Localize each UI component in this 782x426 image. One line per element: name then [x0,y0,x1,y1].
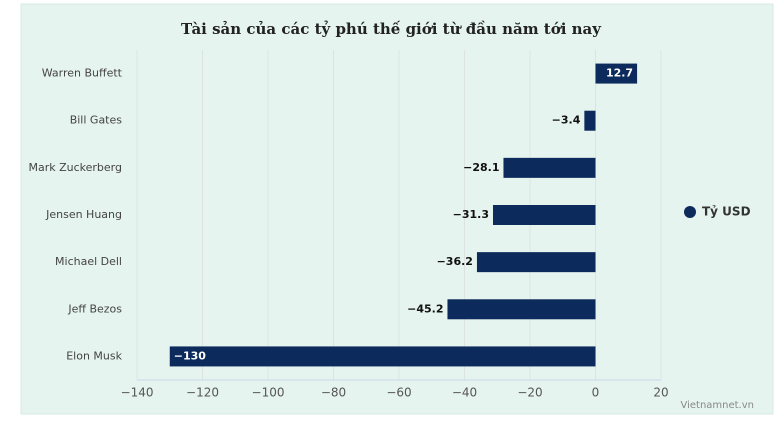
y-tick-label: Warren Buffett [42,67,123,80]
legend-label: Tỷ USD [702,205,751,219]
source: Vietnamnet.vn [680,400,754,411]
data-label: −45.2 [407,302,443,315]
bar [476,252,596,273]
x-tick-label: −60 [386,386,411,400]
x-tick-label: −80 [321,386,346,400]
bar [595,63,638,84]
bar [584,110,596,131]
y-tick-label: Elon Musk [66,349,122,362]
y-tick-label: Mark Zuckerberg [28,161,122,174]
y-tick-label: Jeff Bezos [67,302,122,315]
bar [492,205,596,225]
bar [447,299,596,320]
data-label: −36.2 [437,255,473,268]
bar [503,157,596,178]
data-label: −3.4 [552,114,581,127]
x-tick-label: −40 [452,386,477,400]
y-tick-label: Jensen Huang [45,208,122,221]
x-tick-label: −20 [517,386,542,400]
x-tick-label: 20 [653,386,668,400]
chart-title: Tài sản của các tỷ phú thế giới từ đầu n… [181,20,602,38]
y-tick-label: Michael Dell [55,255,122,268]
legend-marker [684,206,696,218]
data-label: 12.7 [606,67,633,80]
x-tick-label: −100 [252,386,285,400]
x-tick-label: −140 [121,386,154,400]
data-label: −31.3 [453,208,489,221]
x-tick-label: 0 [592,386,600,400]
data-label: −28.1 [463,161,499,174]
chart-background [20,3,774,415]
x-tick-label: −120 [186,386,219,400]
bar [169,346,596,367]
data-label: −130 [174,349,207,362]
y-tick-label: Bill Gates [70,114,123,127]
